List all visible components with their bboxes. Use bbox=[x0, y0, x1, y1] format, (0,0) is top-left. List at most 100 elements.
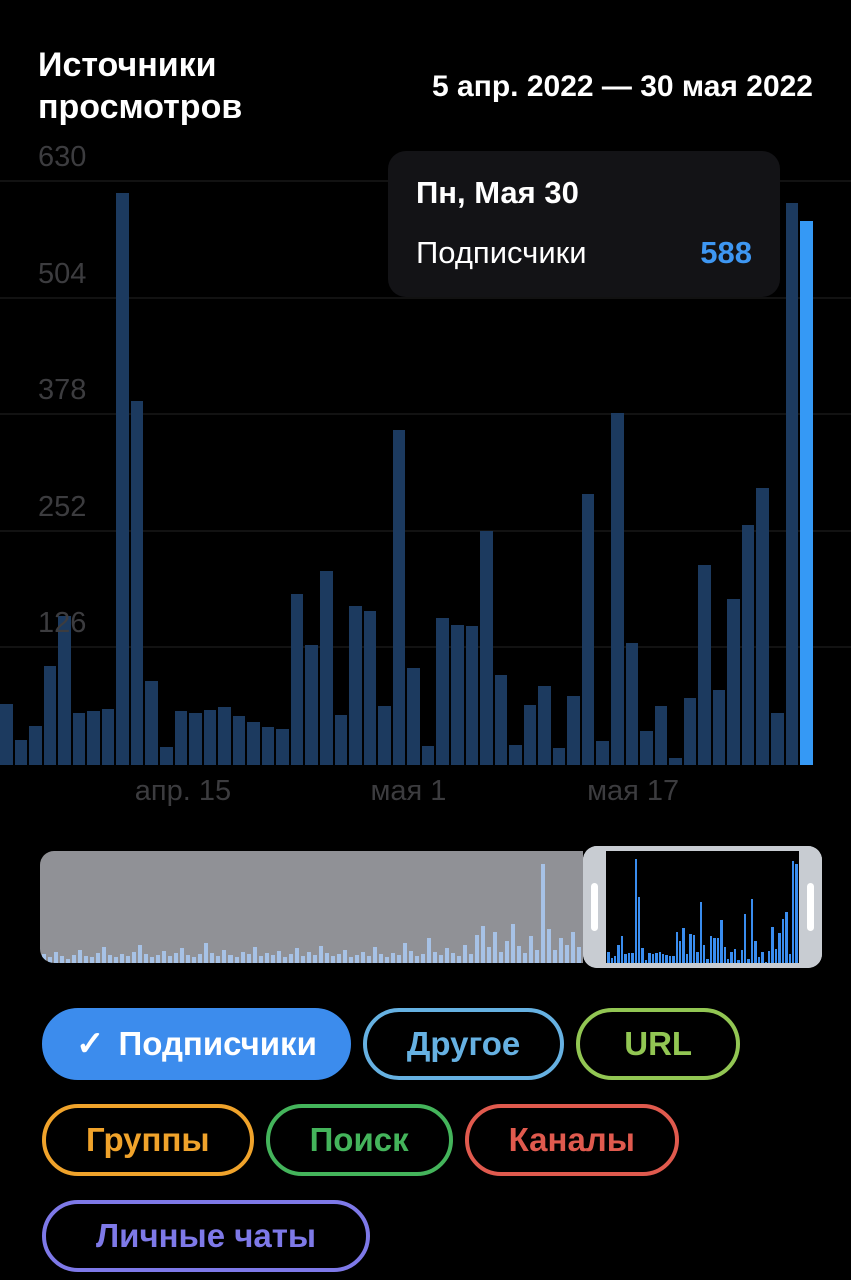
bar[interactable] bbox=[436, 617, 449, 765]
filter-chip-search[interactable]: Поиск bbox=[265, 1104, 453, 1176]
bar[interactable] bbox=[290, 593, 304, 765]
bar[interactable] bbox=[480, 531, 493, 765]
bar[interactable] bbox=[698, 565, 711, 765]
minimap-right-handle[interactable] bbox=[799, 846, 822, 968]
bar[interactable] bbox=[276, 728, 289, 765]
bar[interactable] bbox=[218, 706, 231, 765]
minimap-history-bar bbox=[390, 952, 395, 963]
page-title: Источники просмотров bbox=[38, 46, 243, 126]
filter-chip-label: Каналы bbox=[508, 1121, 635, 1158]
bar[interactable] bbox=[130, 400, 144, 765]
minimap-history-bar bbox=[60, 956, 65, 963]
bar[interactable] bbox=[465, 626, 479, 765]
bar[interactable] bbox=[669, 757, 682, 765]
bar[interactable] bbox=[610, 412, 624, 765]
bar[interactable] bbox=[305, 644, 319, 765]
bar[interactable] bbox=[174, 711, 188, 765]
bar[interactable] bbox=[450, 625, 464, 765]
bar[interactable] bbox=[363, 611, 377, 765]
bar[interactable] bbox=[232, 716, 246, 765]
bar[interactable] bbox=[596, 740, 609, 765]
bar-selected[interactable] bbox=[800, 221, 813, 765]
filter-chip-private-chats[interactable]: Личные чаты bbox=[42, 1200, 371, 1272]
bar[interactable] bbox=[189, 713, 202, 765]
minimap-history-bar bbox=[433, 951, 438, 963]
minimap-history-bar bbox=[529, 936, 534, 963]
bar[interactable] bbox=[392, 430, 406, 765]
minimap-history-bar bbox=[138, 945, 143, 963]
minimap-selected-bars[interactable] bbox=[606, 851, 799, 963]
filter-chip-other[interactable]: Другое bbox=[362, 1008, 565, 1080]
filter-chip-url[interactable]: URL bbox=[576, 1008, 741, 1080]
bar[interactable] bbox=[741, 525, 755, 765]
bar[interactable] bbox=[0, 703, 13, 765]
bar[interactable] bbox=[14, 740, 28, 765]
bar[interactable] bbox=[538, 686, 551, 765]
bar[interactable] bbox=[58, 616, 71, 765]
minimap-selected-bar bbox=[665, 955, 668, 963]
minimap-selected-bar bbox=[713, 937, 716, 963]
filter-chip-label: Группы bbox=[86, 1121, 210, 1158]
bar[interactable] bbox=[654, 705, 668, 765]
bar[interactable] bbox=[407, 667, 420, 765]
bar[interactable] bbox=[145, 680, 159, 765]
bar[interactable] bbox=[29, 726, 42, 765]
minimap-history-bar bbox=[126, 956, 131, 963]
filter-chip-groups[interactable]: Группы bbox=[42, 1104, 254, 1176]
minimap-selected-bar bbox=[661, 954, 665, 963]
bar[interactable] bbox=[421, 745, 435, 765]
bar[interactable] bbox=[581, 494, 595, 765]
minimap-selected-bar bbox=[747, 958, 750, 963]
bar[interactable] bbox=[509, 744, 522, 765]
minimap-history-bar bbox=[445, 948, 450, 963]
bar[interactable] bbox=[756, 487, 769, 765]
minimap-history[interactable] bbox=[40, 851, 584, 963]
bar[interactable] bbox=[247, 721, 260, 765]
bar[interactable] bbox=[261, 727, 275, 765]
grid-line bbox=[0, 296, 851, 299]
bar[interactable] bbox=[320, 570, 333, 765]
minimap-history-bar bbox=[517, 946, 522, 963]
bar[interactable] bbox=[625, 642, 639, 765]
bar[interactable] bbox=[552, 748, 566, 765]
y-tick-label: 378 bbox=[38, 374, 87, 407]
bar[interactable] bbox=[523, 704, 537, 765]
minimap-selected-bar bbox=[781, 919, 785, 963]
bar[interactable] bbox=[334, 715, 348, 765]
bar[interactable] bbox=[160, 746, 173, 765]
minimap-left-handle[interactable] bbox=[583, 846, 607, 968]
bar[interactable] bbox=[349, 605, 362, 765]
filter-chip-channels[interactable]: Каналы bbox=[464, 1104, 679, 1176]
minimap-history-bar bbox=[108, 955, 113, 963]
bar[interactable] bbox=[203, 709, 217, 765]
minimap-selected-bar bbox=[699, 902, 702, 963]
bar[interactable] bbox=[785, 202, 799, 765]
bar[interactable] bbox=[712, 690, 726, 765]
bar[interactable] bbox=[378, 705, 391, 765]
minimap-history-bar bbox=[42, 954, 47, 963]
filter-chip-subscribers[interactable]: ✓ Подписчики bbox=[42, 1008, 351, 1080]
bar[interactable] bbox=[116, 193, 129, 765]
minimap-history-bar bbox=[276, 950, 281, 963]
bar[interactable] bbox=[640, 730, 653, 765]
bar[interactable] bbox=[770, 713, 784, 765]
bar[interactable] bbox=[72, 713, 86, 765]
minimap-history-bar bbox=[427, 938, 432, 963]
bar[interactable] bbox=[727, 598, 740, 765]
minimap-selected-bar bbox=[641, 947, 644, 963]
bar-chart[interactable]: 126 252 378 504 630 bbox=[0, 141, 851, 765]
minimap-history-bar bbox=[402, 942, 407, 963]
bar[interactable] bbox=[87, 711, 100, 765]
minimap-history-bar bbox=[150, 957, 155, 963]
bar[interactable] bbox=[567, 695, 580, 765]
bar[interactable] bbox=[43, 666, 57, 765]
bar[interactable] bbox=[101, 708, 115, 765]
bar[interactable] bbox=[494, 675, 508, 765]
minimap-selection-window[interactable] bbox=[583, 846, 822, 968]
y-tick-label: 252 bbox=[38, 490, 87, 523]
bar[interactable] bbox=[683, 698, 697, 765]
minimap-history-bar bbox=[66, 958, 71, 963]
minimap-selected-bar bbox=[720, 920, 723, 963]
chart-minimap-scrubber[interactable] bbox=[40, 846, 822, 968]
bar-series[interactable] bbox=[0, 150, 813, 765]
